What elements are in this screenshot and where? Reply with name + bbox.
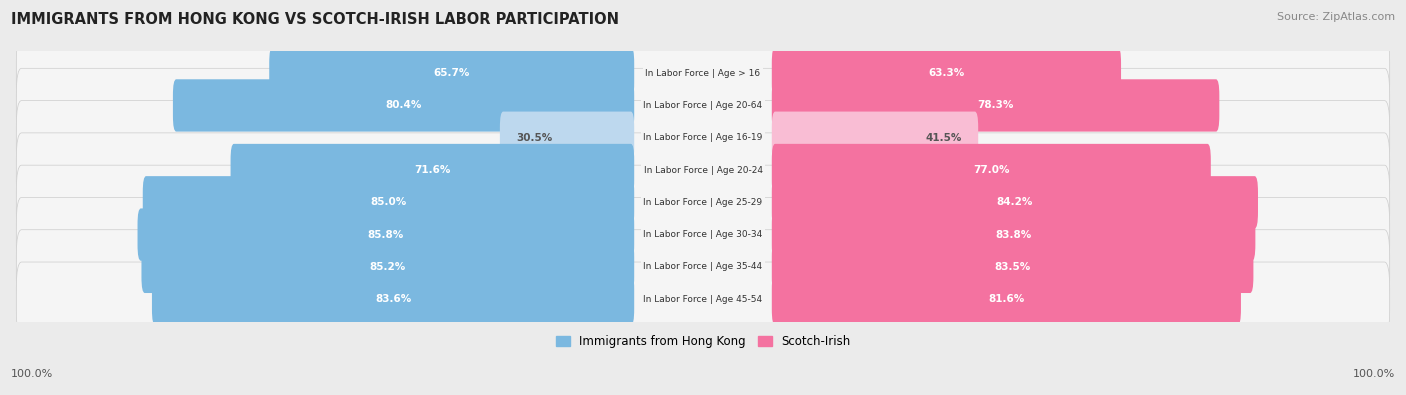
Text: 80.4%: 80.4% [385,100,422,111]
Text: 83.8%: 83.8% [995,229,1032,240]
FancyBboxPatch shape [231,144,634,196]
Text: 71.6%: 71.6% [415,165,450,175]
FancyBboxPatch shape [17,230,1389,304]
FancyBboxPatch shape [772,47,1121,99]
FancyBboxPatch shape [269,47,634,99]
Text: In Labor Force | Age 20-24: In Labor Force | Age 20-24 [644,166,762,175]
FancyBboxPatch shape [772,79,1219,132]
Text: In Labor Force | Age 16-19: In Labor Force | Age 16-19 [644,133,762,142]
FancyBboxPatch shape [772,209,1256,261]
FancyBboxPatch shape [772,176,1258,228]
Text: 81.6%: 81.6% [988,294,1025,304]
FancyBboxPatch shape [143,176,634,228]
Text: In Labor Force | Age > 16: In Labor Force | Age > 16 [645,69,761,78]
Legend: Immigrants from Hong Kong, Scotch-Irish: Immigrants from Hong Kong, Scotch-Irish [555,335,851,348]
Text: 41.5%: 41.5% [925,133,962,143]
Text: 85.2%: 85.2% [370,262,406,272]
FancyBboxPatch shape [17,262,1389,336]
Text: 100.0%: 100.0% [1353,369,1395,379]
Text: In Labor Force | Age 35-44: In Labor Force | Age 35-44 [644,262,762,271]
Text: In Labor Force | Age 30-34: In Labor Force | Age 30-34 [644,230,762,239]
Text: 78.3%: 78.3% [977,100,1014,111]
FancyBboxPatch shape [17,68,1389,143]
Text: In Labor Force | Age 20-64: In Labor Force | Age 20-64 [644,101,762,110]
FancyBboxPatch shape [772,273,1241,325]
Text: 65.7%: 65.7% [433,68,470,78]
FancyBboxPatch shape [17,198,1389,272]
Text: Source: ZipAtlas.com: Source: ZipAtlas.com [1277,12,1395,22]
Text: 85.0%: 85.0% [370,197,406,207]
Text: 85.8%: 85.8% [368,229,404,240]
FancyBboxPatch shape [772,111,979,164]
FancyBboxPatch shape [17,133,1389,207]
Text: 100.0%: 100.0% [11,369,53,379]
FancyBboxPatch shape [152,273,634,325]
FancyBboxPatch shape [173,79,634,132]
Text: In Labor Force | Age 45-54: In Labor Force | Age 45-54 [644,295,762,304]
FancyBboxPatch shape [138,209,634,261]
Text: 77.0%: 77.0% [973,165,1010,175]
Text: 83.5%: 83.5% [994,262,1031,272]
FancyBboxPatch shape [501,111,634,164]
FancyBboxPatch shape [17,165,1389,239]
Text: 83.6%: 83.6% [375,294,411,304]
FancyBboxPatch shape [772,241,1253,293]
Text: 84.2%: 84.2% [997,197,1033,207]
FancyBboxPatch shape [17,36,1389,110]
Text: 30.5%: 30.5% [516,133,553,143]
FancyBboxPatch shape [17,101,1389,175]
Text: 63.3%: 63.3% [928,68,965,78]
Text: In Labor Force | Age 25-29: In Labor Force | Age 25-29 [644,198,762,207]
FancyBboxPatch shape [142,241,634,293]
FancyBboxPatch shape [772,144,1211,196]
Text: IMMIGRANTS FROM HONG KONG VS SCOTCH-IRISH LABOR PARTICIPATION: IMMIGRANTS FROM HONG KONG VS SCOTCH-IRIS… [11,12,619,27]
